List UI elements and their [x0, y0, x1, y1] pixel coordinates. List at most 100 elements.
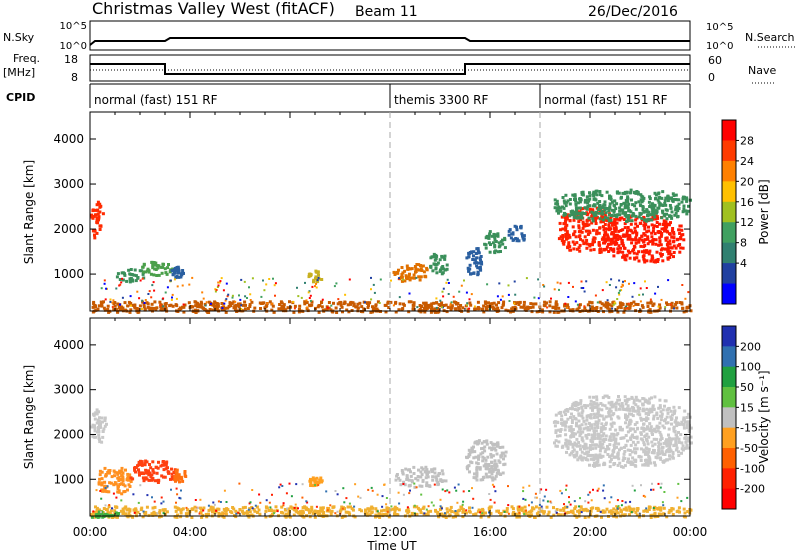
- velocity-echo-cell: [653, 515, 657, 519]
- power-echo-cell: [686, 209, 690, 213]
- velocity-scatter-cell: [465, 509, 468, 512]
- power-scatter-cell: [657, 305, 660, 308]
- velocity-echo-cell: [593, 405, 597, 409]
- cpid-segment-label: normal (fast) 151 RF: [94, 93, 218, 107]
- power-echo-cell: [568, 219, 572, 223]
- velocity-scatter-cell: [315, 505, 318, 508]
- velocity-echo-cell: [622, 507, 626, 511]
- power-echo-cell: [237, 305, 241, 309]
- velocity-echo-cell: [570, 412, 573, 416]
- velocity-scatter-cell: [439, 498, 442, 501]
- power-echo-cell: [664, 220, 668, 224]
- velocity-echo-cell: [493, 465, 497, 469]
- power-echo-cell: [599, 306, 603, 310]
- velocity-echo-cell: [593, 426, 597, 430]
- power-scatter-cell: [633, 282, 636, 285]
- power-echo-cell: [606, 227, 609, 231]
- velocity-echo-cell: [108, 481, 112, 485]
- power-echo-cell: [316, 271, 320, 275]
- power-scatter-cell: [567, 296, 570, 298]
- velocity-echo-cell: [496, 468, 500, 472]
- power-echo-cell: [425, 306, 429, 310]
- power-echo-cell: [507, 233, 511, 237]
- velocity-echo-cell: [624, 434, 628, 437]
- velocity-echo-cell: [490, 476, 494, 480]
- power-echo-cell: [98, 210, 102, 214]
- power-echo-cell: [615, 214, 619, 218]
- power-scatter-cell: [450, 301, 453, 304]
- power-echo-cell: [600, 302, 604, 306]
- power-echo-cell: [561, 196, 565, 199]
- power-echo-cell: [170, 269, 174, 272]
- power-echo-cell: [515, 237, 519, 241]
- velocity-echo-cell: [444, 516, 448, 519]
- power-echo-cell: [634, 214, 638, 218]
- velocity-echo-cell: [524, 511, 528, 515]
- velocity-echo-cell: [612, 455, 616, 459]
- power-echo-cell: [621, 208, 625, 212]
- power-echo-cell: [444, 303, 448, 307]
- power-echo-region: [483, 230, 507, 255]
- power-scatter-cell: [152, 281, 155, 284]
- power-scatter-cell: [442, 295, 445, 298]
- velocity-echo-cell: [636, 426, 640, 430]
- power-echo-cell: [643, 224, 647, 228]
- velocity-echo-cell: [434, 509, 438, 513]
- velocity-echo-cell: [477, 439, 481, 443]
- power-echo-cell: [598, 251, 602, 254]
- velocity-echo-cell: [623, 457, 627, 460]
- velocity-echo-cell: [575, 437, 579, 441]
- velocity-echo-cell: [574, 505, 578, 509]
- power-echo-cell: [443, 254, 447, 258]
- velocity-echo-cell: [579, 401, 583, 405]
- power-echo-cell: [594, 210, 598, 214]
- velocity-echo-cell: [554, 431, 558, 434]
- velocity-echo-cell: [571, 407, 574, 411]
- velocity-echo-cell: [170, 475, 174, 479]
- velocity-echo-cell: [476, 462, 480, 466]
- velocity-echo-cell: [322, 510, 326, 514]
- power-echo-cell: [680, 200, 684, 204]
- power-echo-cell: [519, 305, 523, 309]
- velocity-echo-cell: [584, 445, 588, 449]
- power-scatter-cell: [249, 293, 252, 296]
- power-echo-cell: [618, 216, 622, 220]
- power-echo-cell: [642, 196, 646, 200]
- power-echo-cell: [327, 306, 331, 310]
- velocity-echo-cell: [467, 464, 471, 468]
- velocity-echo-cell: [149, 466, 153, 470]
- velocity-echo-cell: [157, 460, 160, 464]
- power-echo-cell: [177, 275, 181, 279]
- velocity-echo-cell: [107, 505, 111, 509]
- velocity-scatter-cell: [677, 482, 680, 485]
- power-echo-cell: [578, 249, 582, 253]
- power-scatter-cell: [632, 304, 635, 307]
- power-echo-cell: [493, 238, 497, 242]
- velocity-echo-cell: [599, 402, 603, 405]
- power-echo-cell: [246, 307, 250, 310]
- velocity-echo-cell: [672, 405, 676, 409]
- velocity-scatter-cell: [541, 507, 544, 510]
- power-echo-cell: [477, 261, 481, 265]
- power-echo-cell: [454, 302, 458, 306]
- velocity-echo-cell: [97, 508, 101, 512]
- velocity-echo-cell: [573, 441, 577, 445]
- power-echo-cell: [660, 247, 664, 251]
- velocity-scatter-cell: [610, 496, 613, 499]
- velocity-scatter-cell: [522, 486, 525, 489]
- velocity-echo-cell: [636, 398, 639, 402]
- power-echo-cell: [650, 239, 654, 243]
- power-echo-cell: [626, 206, 630, 210]
- power-echo-cell: [397, 268, 400, 272]
- power-scatter-cell: [344, 293, 347, 296]
- power-scatter-cell: [627, 302, 630, 305]
- power-scatter-cell: [148, 290, 151, 293]
- velocity-echo-cell: [659, 434, 663, 438]
- power-colorbar-tick-label: 8: [740, 237, 747, 250]
- power-echo-cell: [620, 241, 624, 245]
- velocity-echo-cell: [568, 453, 572, 457]
- power-echo-cell: [474, 261, 478, 264]
- velocity-echo-cell: [100, 481, 104, 485]
- velocity-echo-cell: [250, 513, 254, 517]
- velocity-echo-cell: [607, 396, 611, 399]
